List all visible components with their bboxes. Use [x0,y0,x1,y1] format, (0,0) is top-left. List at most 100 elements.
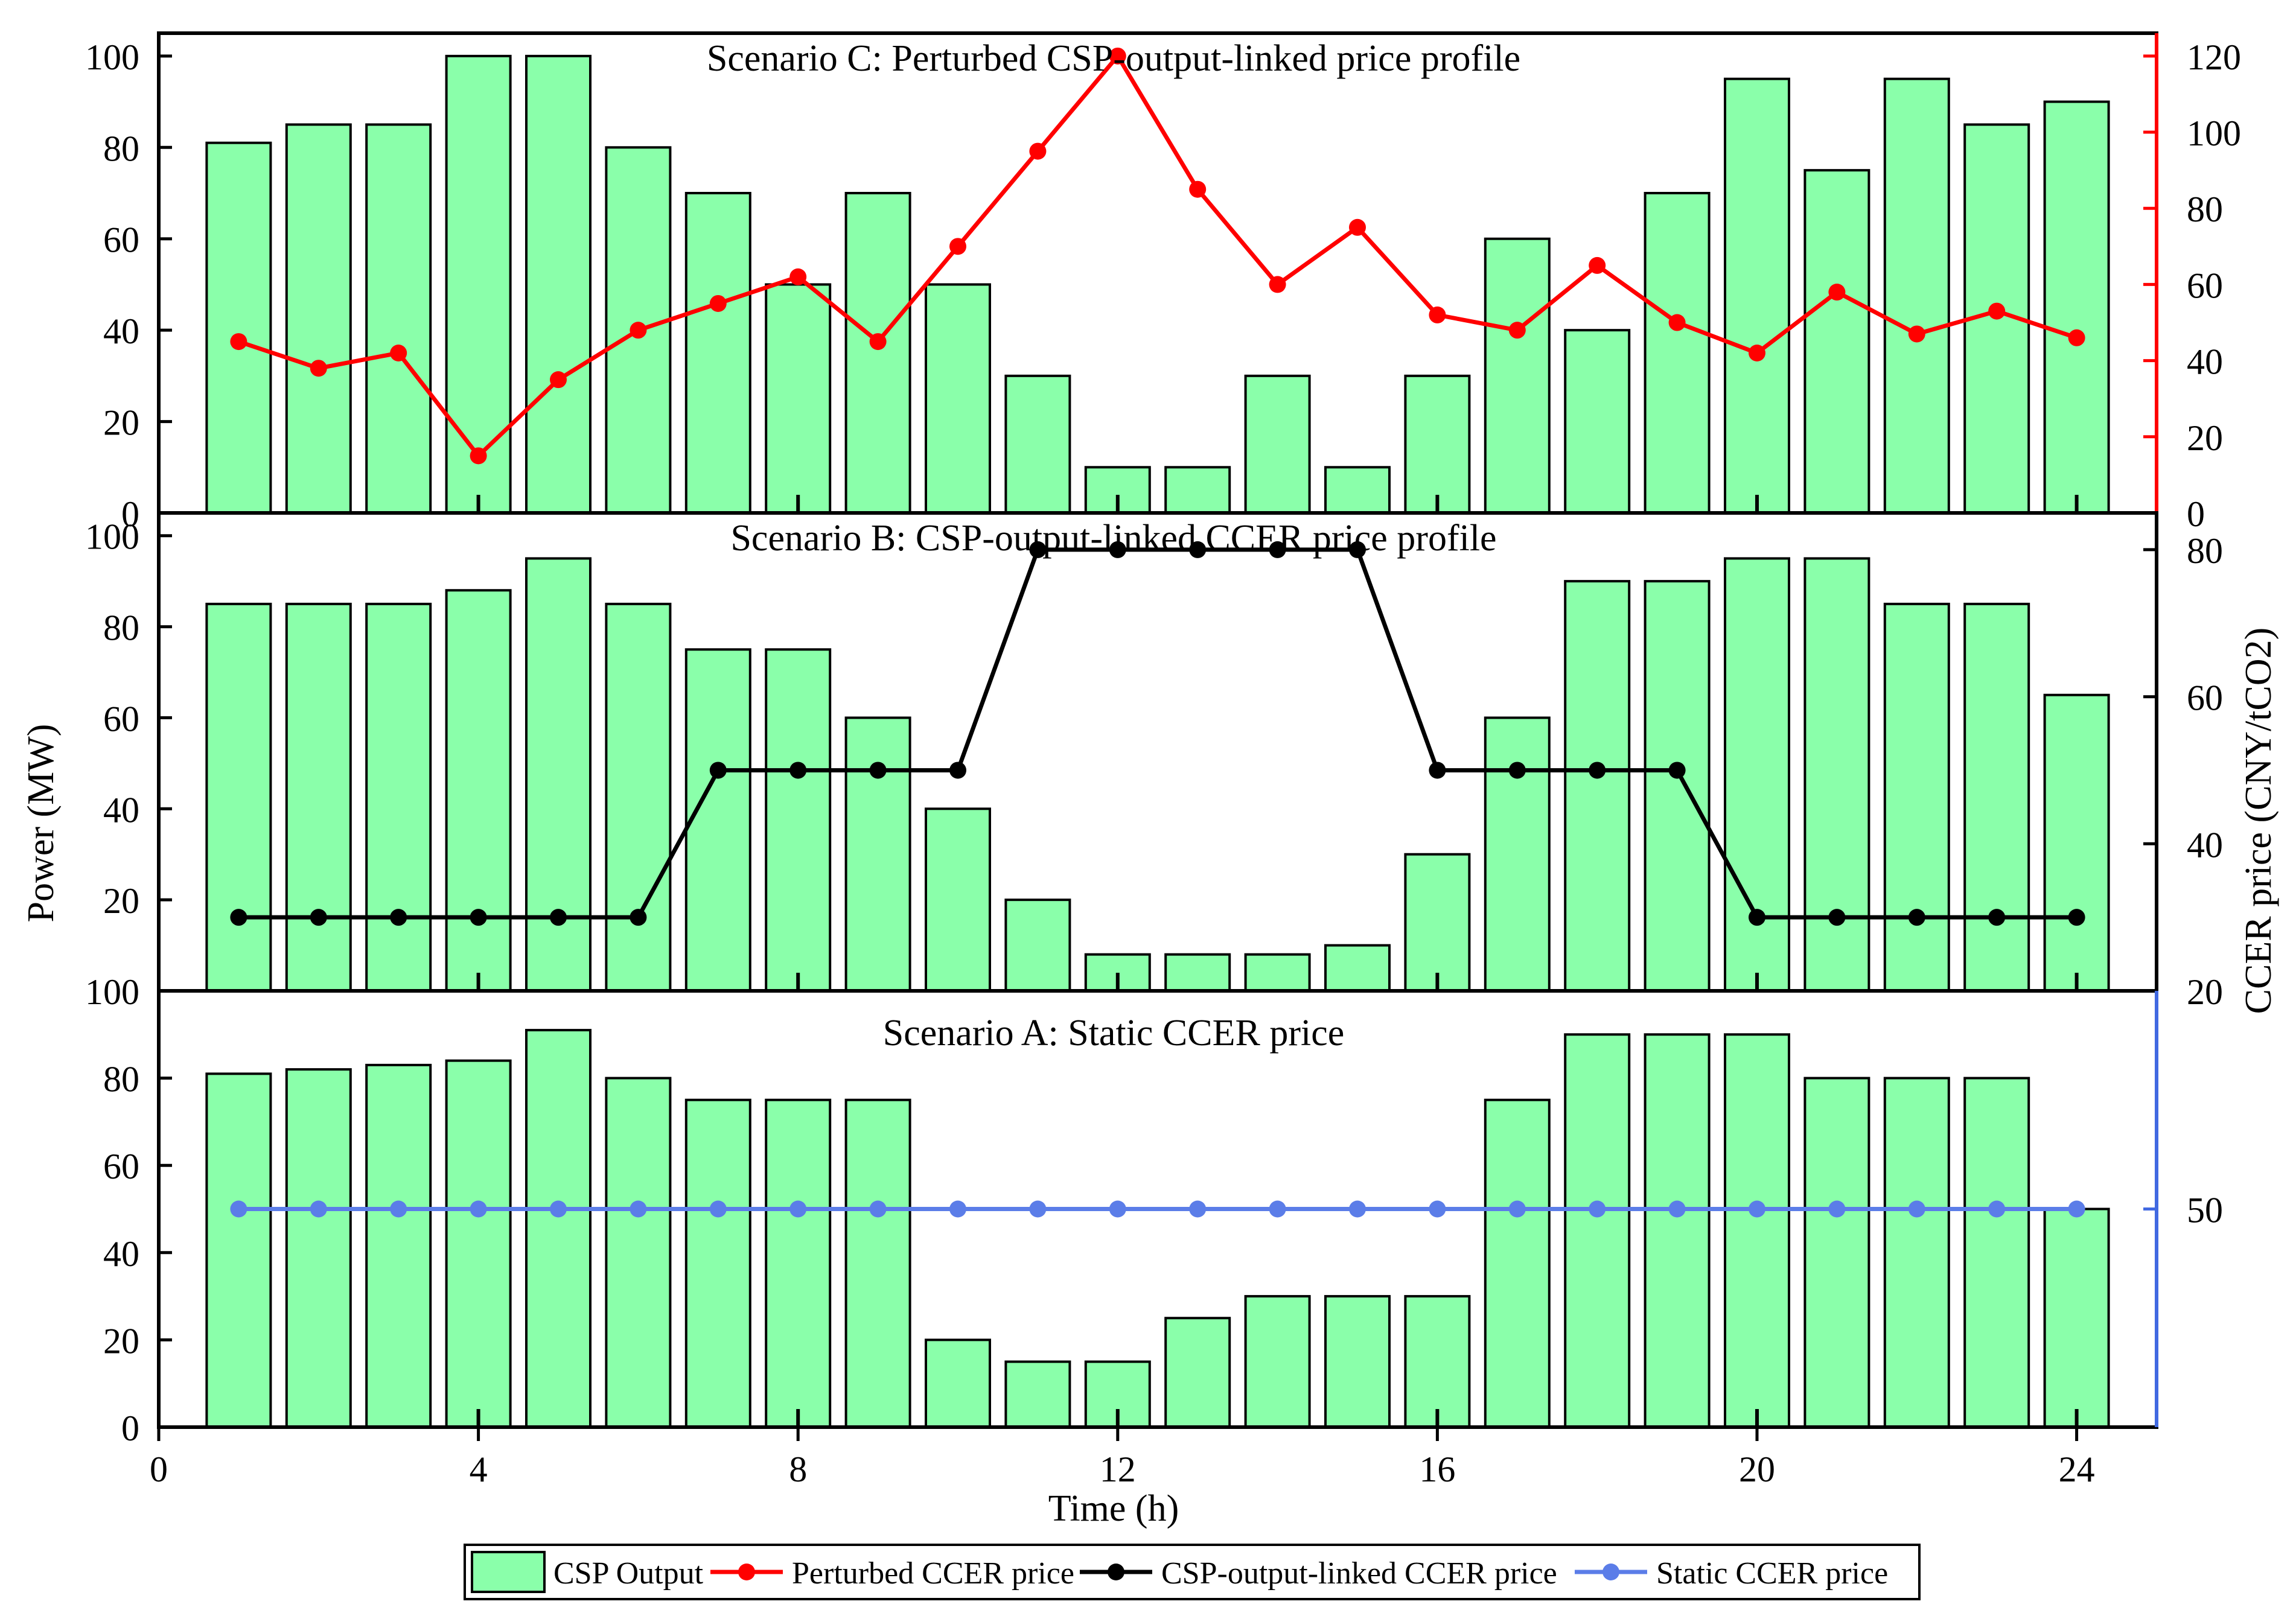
left-tick-label: 80 [103,1060,139,1099]
panel-B: 20 40 60 80 100 20 40 60 80 Scenario B: CSP-outpu… [85,511,2223,1012]
bar [1724,1033,1790,1429]
price-point [1269,541,1286,558]
price-point [390,345,407,361]
bar [1724,77,1790,514]
bar [2043,100,2110,515]
bar [445,54,512,515]
price-point [1589,1200,1606,1218]
price-point [1429,1200,1446,1218]
bar [605,602,672,992]
right-tick-label: 20 [2187,972,2223,1012]
left-tick-label: 80 [103,129,139,168]
x-tick-label: 8 [789,1449,807,1489]
price-point [1988,909,2006,926]
left-tick-label: 60 [103,1147,139,1186]
bar [844,192,911,514]
price-point [1668,314,1686,331]
legend: CSP Output Perturbed CCER price CSP-output… [464,1544,1921,1600]
price-point [470,1200,487,1218]
bar [605,1077,672,1428]
bar [684,1098,751,1428]
price-point [630,1200,647,1218]
right-tick-label: 20 [2187,418,2223,458]
price-point [1908,325,1925,343]
bar [365,1063,432,1429]
x-tick-label: 12 [1100,1449,1136,1489]
x-tick-label: 16 [1419,1449,1455,1489]
bar [1004,899,1071,992]
left-tick-label: 60 [103,699,139,739]
price-point [869,762,887,779]
price-line [238,52,2078,459]
price-point [869,1200,887,1218]
bar [1164,953,1231,992]
line-series [230,47,2085,465]
bar [1004,374,1071,514]
price-point [470,909,487,926]
y-axis-label: Power (MW) [21,724,62,923]
bar [1803,557,1870,992]
bar [285,1068,352,1428]
legend-entry: CSP Output [471,1551,704,1593]
bar [1803,1077,1870,1428]
legend-swatch-marker [1108,1564,1124,1580]
left-tick-label: 20 [103,403,139,443]
bar [2043,693,2110,992]
bar [844,716,911,993]
legend-label: Static CCER price [1656,1556,1888,1591]
price-point [1828,284,1846,301]
left-tick-label: 40 [103,1234,139,1274]
price-point [1749,1200,1765,1218]
panel-title: Scenario A: Static CCER price [883,1013,1345,1054]
bar [1883,1077,1950,1428]
price-point [1508,1200,1526,1218]
bar [1724,557,1790,992]
bar [1484,1098,1551,1428]
bar [1324,944,1391,992]
left-axis: 0 20 40 60 80 100 [85,972,172,1448]
legend-label: Perturbed CCER price [792,1556,1074,1591]
bar [445,1059,512,1429]
bar [1244,374,1311,514]
price-point [550,371,567,389]
axis-labels: Power (MW) CCER price (CNY/tCO2) Time (h… [21,628,2279,1529]
bar [1644,1033,1711,1429]
x-axis-label: Time (h) [1048,1488,1179,1529]
price-point [1349,1200,1366,1218]
panel-C: 0 20 40 60 80 100 0 20 40 60 80 100 120 Scenario C: P… [85,31,2241,534]
bar [765,283,832,514]
left-tick-label: 40 [103,790,139,830]
bar-series [205,54,2110,515]
bar [1164,466,1231,514]
price-point [310,909,327,926]
bar [205,602,272,992]
price-point [1508,322,1526,339]
price-point [1429,306,1446,323]
bar [1404,374,1471,514]
line-series [230,541,2085,926]
legend-entry: CSP-output-linked CCER price [1080,1556,1557,1591]
bar [1564,1033,1631,1429]
bar [365,602,432,992]
bar [1564,329,1631,515]
left-tick-label: 20 [103,881,139,921]
price-point [1189,1200,1207,1218]
price-point [1109,541,1126,558]
bar [2043,1207,2110,1428]
price-point [1668,762,1686,779]
y2-axis-label: CCER price (CNY/tCO2) [2238,628,2279,1014]
price-point [1828,909,1846,926]
price-point [1749,909,1765,926]
price-point [390,909,407,926]
price-point [1749,345,1765,361]
bar [1004,1360,1071,1429]
bar [1324,1295,1391,1429]
price-point [1189,180,1207,198]
bar [925,807,991,993]
price-point [630,909,647,926]
bar-series [205,557,2110,993]
left-tick-label: 60 [103,220,139,260]
line-series [230,1200,2085,1218]
right-tick-label: 60 [2187,266,2223,305]
legend-entry: Perturbed CCER price [710,1556,1074,1591]
